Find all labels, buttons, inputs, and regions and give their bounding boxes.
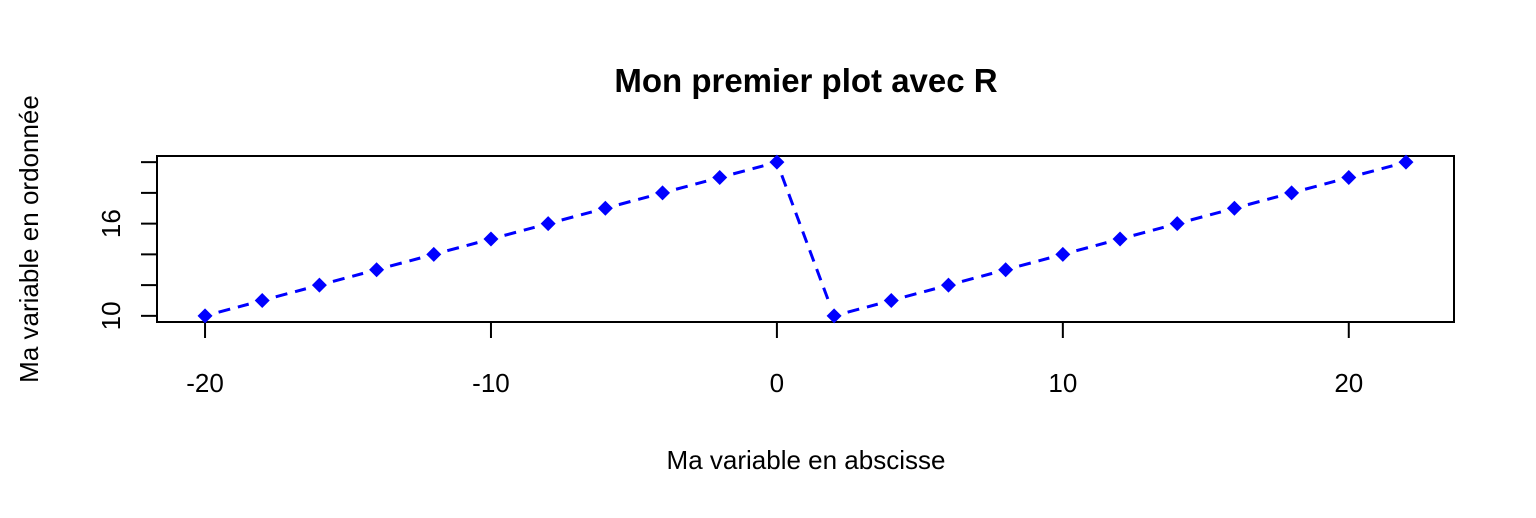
chart-title: Mon premier plot avec R — [614, 62, 997, 99]
series-line-segment — [446, 241, 478, 253]
data-point — [1112, 231, 1128, 247]
y-axis-label: Ma variable en ordonnée — [14, 95, 44, 383]
series-line-segment — [561, 210, 593, 222]
data-point — [655, 185, 671, 201]
series-line-segment — [1075, 241, 1107, 253]
data-point — [311, 277, 327, 293]
series-line-segment — [1304, 179, 1336, 191]
data-point — [540, 216, 556, 232]
series-line-segment — [275, 287, 307, 299]
series-line-segment — [1018, 256, 1050, 268]
data-point — [1055, 246, 1071, 262]
series-line-segment — [332, 271, 364, 283]
data-point — [998, 262, 1014, 278]
data-point — [940, 277, 956, 293]
series-line-segment — [504, 225, 536, 237]
series-line-segment — [618, 195, 650, 207]
series-line-segment — [961, 271, 993, 283]
data-point — [1398, 154, 1414, 170]
data-point — [826, 308, 842, 324]
data-point — [197, 308, 213, 324]
data-point — [1284, 185, 1300, 201]
data-point — [1341, 170, 1357, 186]
series-line-segment — [780, 174, 831, 304]
data-point — [1226, 200, 1242, 216]
series-line-segment — [218, 302, 250, 314]
data-point — [483, 231, 499, 247]
y-axis: 10 16 — [96, 161, 158, 330]
series-line-segment — [1361, 164, 1393, 176]
series-line-segment — [732, 164, 764, 176]
x-tick-label: 10 — [1048, 368, 1077, 398]
y-tick-label: 10 — [96, 301, 126, 330]
series-line-segment — [675, 179, 707, 191]
data-point — [1169, 216, 1185, 232]
data-point — [769, 154, 785, 170]
data-point — [369, 262, 385, 278]
series-line-segment — [904, 287, 936, 299]
series-line-segment — [1133, 225, 1165, 237]
data-point — [426, 246, 442, 262]
x-tick-label: 0 — [770, 368, 784, 398]
series-line-segment — [847, 302, 879, 314]
x-tick-label: 20 — [1334, 368, 1363, 398]
x-axis: -20 -10 0 10 20 — [186, 321, 1363, 398]
data-point — [254, 292, 270, 308]
x-tick-label: -20 — [186, 368, 224, 398]
series-layer — [197, 154, 1414, 324]
data-point — [883, 292, 899, 308]
data-point — [597, 200, 613, 216]
x-tick-label: -10 — [472, 368, 510, 398]
y-tick-label: 16 — [96, 209, 126, 238]
series-line-segment — [1190, 210, 1222, 222]
series-line-segment — [389, 256, 421, 268]
series-line-segment — [1247, 195, 1279, 207]
data-point — [712, 170, 728, 186]
x-axis-label: Ma variable en abscisse — [667, 445, 946, 475]
